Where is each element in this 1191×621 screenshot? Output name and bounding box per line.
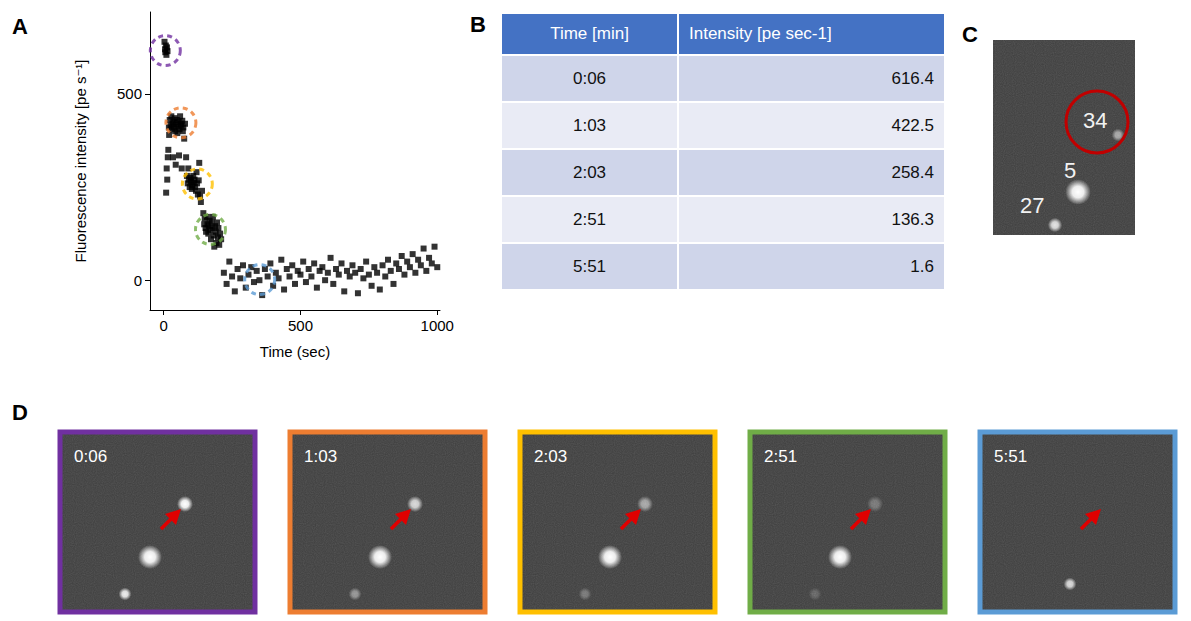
html-text:1.6: 1.6 <box>910 256 934 276</box>
html-text:D: D <box>12 400 28 425</box>
html-text:2:03: 2:03 <box>573 162 606 182</box>
svg-text:0: 0 <box>160 317 168 334</box>
html-text:C: C <box>962 22 978 47</box>
svg-text:2:03: 2:03 <box>534 447 567 466</box>
html-text:Time [min]: Time [min] <box>550 24 629 43</box>
svg-text:5: 5 <box>1064 158 1076 183</box>
html-text:B: B <box>470 12 486 37</box>
html-text:258.4: 258.4 <box>891 162 934 182</box>
svg-text:27: 27 <box>1020 193 1044 218</box>
html-text:616.4: 616.4 <box>891 68 934 88</box>
svg-text:34: 34 <box>1083 108 1107 133</box>
html-text:422.5: 422.5 <box>891 115 934 135</box>
svg-text:0: 0 <box>134 272 142 289</box>
svg-text:500: 500 <box>117 85 142 102</box>
svg-text:Time (sec): Time (sec) <box>260 343 330 360</box>
svg-text:1:03: 1:03 <box>304 447 337 466</box>
svg-text:5:51: 5:51 <box>994 447 1027 466</box>
svg-text:Fluorescence intensity [pe s⁻¹: Fluorescence intensity [pe s⁻¹] <box>72 59 89 262</box>
html-text:0:06: 0:06 <box>573 68 606 88</box>
html-text:2:51: 2:51 <box>573 209 606 229</box>
html-text:A: A <box>12 14 28 39</box>
svg-text:2:51: 2:51 <box>764 447 797 466</box>
html-text:136.3: 136.3 <box>891 209 934 229</box>
html-text:1:03: 1:03 <box>573 115 606 135</box>
html-text:Intensity [pe sec-1]: Intensity [pe sec-1] <box>689 24 832 43</box>
svg-text:0:06: 0:06 <box>74 447 107 466</box>
svg-text:1000: 1000 <box>421 317 454 334</box>
html-text:5:51: 5:51 <box>573 256 606 276</box>
svg-text:500: 500 <box>288 317 313 334</box>
